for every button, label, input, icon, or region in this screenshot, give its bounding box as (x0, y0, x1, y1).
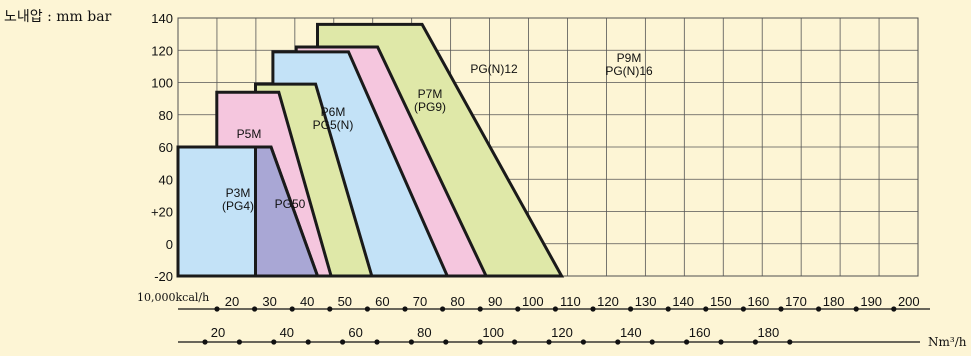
x-kcal-tick-label: 40 (300, 294, 314, 309)
x-nm3-tick-label: 20 (211, 325, 225, 340)
x-nm3-minor-dot (580, 339, 587, 345)
zone-label: P7M (418, 87, 443, 101)
x-nm3-minor-dot (649, 339, 655, 345)
x-kcal-tick-label: 80 (450, 294, 464, 309)
x-kcal-tick-dot (891, 306, 897, 312)
x-axis-kcal-title: 10,000kcal/h (137, 291, 209, 304)
x-nm3-tick-label: 40 (280, 325, 294, 340)
x-nm3-tick-dot (202, 339, 208, 345)
x-nm3-minor-dot (787, 339, 793, 345)
x-nm3-minor-dot (236, 339, 242, 345)
x-kcal-tick-label: 120 (597, 294, 619, 309)
x-kcal-tick-dot (703, 306, 709, 312)
x-kcal-tick-label: 70 (413, 294, 427, 309)
x-kcal-tick-dot (515, 306, 521, 312)
x-nm3-minor-dot (305, 339, 311, 345)
x-kcal-tick-label: 200 (898, 294, 920, 309)
x-nm3-minor-dot (718, 339, 724, 345)
zone-label: PG50 (275, 197, 306, 211)
x-kcal-tick-dot (214, 306, 220, 312)
zone-label: P3M (226, 186, 251, 200)
x-kcal-tick-label: 30 (262, 294, 276, 309)
x-nm3-tick-dot (546, 339, 552, 345)
x-kcal-tick-label: 140 (672, 294, 694, 309)
x-kcal-tick-dot (252, 306, 258, 312)
x-kcal-tick-label: 60 (375, 294, 389, 309)
x-nm3-tick-label: 160 (689, 325, 711, 340)
x-kcal-tick-label: 190 (860, 294, 882, 309)
x-kcal-tick-dot (665, 306, 671, 312)
y-tick-label: 0 (166, 237, 173, 252)
zone-label: P9M (617, 51, 642, 65)
x-kcal-tick-label: 170 (785, 294, 807, 309)
x-nm3-tick-dot (408, 339, 414, 345)
x-nm3-tick-label: 180 (758, 325, 780, 340)
zone-label: PG5(N) (313, 118, 354, 132)
x-nm3-minor-dot (374, 339, 380, 345)
zone-label: PG(N)16 (605, 64, 653, 78)
x-kcal-tick-label: 50 (338, 294, 352, 309)
x-nm3-tick-dot (615, 339, 621, 345)
x-nm3-tick-label: 140 (620, 325, 642, 340)
y-axis-title: 노내압 : mm bar (4, 9, 112, 25)
y-tick-label: 120 (151, 43, 173, 58)
x-nm3-tick-label: 100 (482, 325, 504, 340)
y-axis: -20 0 +20 40 60 80 100 120 140 (151, 11, 173, 284)
y-tick-label: 140 (151, 11, 173, 26)
y-tick-label: 60 (159, 140, 173, 155)
zone-label: PG(N)12 (470, 62, 518, 76)
x-nm3-tick-dot (477, 339, 483, 345)
x-nm3-minor-dot (443, 339, 449, 345)
x-kcal-tick-dot (853, 306, 859, 312)
zone-label: (PG4) (222, 199, 254, 213)
x-nm3-minor-dot (511, 339, 518, 345)
x-kcal-tick-dot (552, 306, 559, 312)
x-kcal-tick-dot (590, 306, 596, 312)
zone-label: P6M (321, 105, 346, 119)
x-kcal-tick-dot (440, 306, 446, 312)
y-tick-label: +20 (151, 205, 173, 220)
y-tick-label: 80 (159, 108, 173, 123)
y-tick-label: 100 (151, 76, 173, 91)
x-nm3-tick-dot (684, 339, 690, 345)
x-nm3-tick-dot (752, 339, 759, 345)
x-kcal-tick-label: 180 (823, 294, 845, 309)
x-kcal-tick-dot (364, 306, 370, 312)
x-kcal-tick-dot (402, 306, 408, 312)
x-nm3-tick-label: 80 (417, 325, 431, 340)
x-kcal-tick-label: 150 (710, 294, 732, 309)
x-kcal-tick-dot (778, 306, 784, 312)
x-nm3-tick-dot (340, 339, 346, 345)
x-kcal-tick-dot (740, 306, 747, 312)
zone-pg50 (254, 145, 320, 278)
x-kcal-tick-dot (327, 306, 333, 312)
x-nm3-tick-label: 120 (551, 325, 573, 340)
x-kcal-tick-dot (628, 306, 634, 312)
x-axis-kcal: 20 30 40 50 60 70 80 90 100 110 120 130 140 150 160 170… (178, 294, 930, 312)
x-kcal-tick-dot (477, 306, 483, 312)
x-kcal-tick-dot (816, 306, 822, 312)
x-kcal-tick-label: 100 (522, 294, 544, 309)
y-tick-label: -20 (154, 269, 173, 284)
zones (176, 22, 565, 278)
x-kcal-tick-label: 20 (225, 294, 239, 309)
x-kcal-tick-label: 160 (748, 294, 770, 309)
zone-label: P5M (237, 127, 262, 141)
x-kcal-tick-label: 130 (635, 294, 657, 309)
x-axis-nm3: 20 40 60 80 100 120 140 160 180 (178, 325, 920, 345)
y-tick-label: 40 (159, 172, 173, 187)
x-nm3-tick-dot (271, 339, 277, 345)
zone-label: (PG9) (414, 100, 446, 114)
x-axis-nm3-title: Nm³/h (928, 335, 967, 349)
x-kcal-tick-label: 90 (488, 294, 502, 309)
x-kcal-tick-dot (289, 306, 295, 312)
x-nm3-tick-label: 60 (348, 325, 362, 340)
x-kcal-tick-label: 110 (560, 294, 581, 309)
